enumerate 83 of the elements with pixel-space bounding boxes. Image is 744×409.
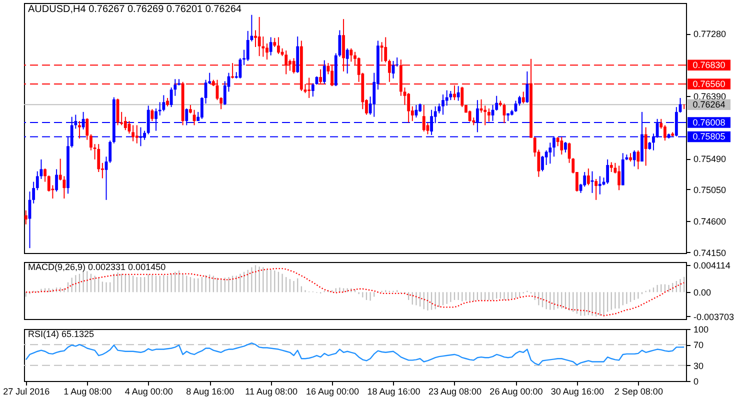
- y-tick-label: 0.75490: [694, 154, 726, 164]
- candlestick: [97, 144, 100, 172]
- candlestick: [644, 126, 648, 166]
- candlestick: [132, 124, 135, 142]
- ref-line-label: 0.76830: [692, 60, 726, 70]
- chart-title: RSI(14) 65.1325: [28, 329, 94, 339]
- candlestick: [24, 210, 28, 225]
- candlestick: [124, 116, 127, 131]
- candlestick: [407, 92, 410, 123]
- candlestick: [32, 181, 36, 204]
- candlestick: [618, 165, 620, 191]
- ref-line-label: 0.76560: [692, 79, 726, 90]
- candlestick: [258, 16, 261, 57]
- candlestick: [86, 118, 89, 140]
- candlestick: [55, 168, 58, 192]
- candlestick: [526, 70, 529, 104]
- candlestick: [442, 94, 444, 116]
- y-tick-label: 0.76390: [694, 91, 726, 102]
- x-tick-label: 1 Aug 08:00: [64, 386, 112, 396]
- candlestick: [598, 176, 602, 195]
- candlestick: [384, 36, 388, 63]
- candlestick: [632, 150, 636, 167]
- x-tick-label: 16 Aug 00:00: [306, 386, 360, 396]
- y-tick-label: 0.00: [694, 288, 712, 298]
- x-tick-label: 26 Aug 00:00: [490, 386, 543, 396]
- ref-line-label: 0.76264: [692, 100, 726, 110]
- y-tick-label: 0.77280: [694, 29, 726, 40]
- y-tick-label: 70: [694, 340, 704, 350]
- candlestick: [548, 142, 552, 164]
- y-tick-label: 30: [694, 360, 704, 371]
- candlestick: [350, 48, 353, 62]
- x-tick-label: 4 Aug 00:00: [124, 386, 173, 396]
- ref-line-label: 0.76008: [692, 118, 726, 128]
- chart-title: MACD(9,26,9) 0.002331 0.001450: [28, 262, 166, 272]
- candlestick: [78, 120, 81, 139]
- x-tick-label: 2 Sep 08:00: [614, 386, 663, 396]
- candlestick: [560, 136, 564, 156]
- candlestick: [44, 168, 46, 182]
- candlestick: [200, 96, 204, 120]
- candlestick: [610, 162, 613, 172]
- candlestick: [254, 30, 257, 48]
- line-series: [25, 342, 685, 366]
- candlestick: [564, 141, 567, 153]
- candlestick: [266, 43, 268, 60]
- y-tick-label: 0.74150: [694, 248, 726, 258]
- y-tick-label: 0: [694, 376, 699, 386]
- y-tick-label: -0.003703: [694, 312, 734, 322]
- candlestick: [518, 95, 521, 106]
- x-tick-label: 30 Aug 16:00: [550, 386, 604, 396]
- candlestick: [346, 48, 349, 74]
- candlestick: [456, 86, 460, 102]
- candlestick: [162, 94, 166, 112]
- candlestick: [422, 104, 426, 132]
- candlestick: [522, 91, 525, 104]
- candlestick: [606, 158, 610, 184]
- y-tick-label: 0.74600: [694, 216, 726, 226]
- candlestick: [90, 134, 92, 151]
- x-tick-label: 23 Aug 08:00: [428, 386, 482, 396]
- y-tick-label: 0.75050: [694, 184, 726, 195]
- candlestick: [311, 82, 314, 98]
- x-tick-label: 18 Aug 16:00: [367, 386, 420, 396]
- x-tick-label: 27 Jul 2016: [3, 386, 50, 396]
- x-tick-label: 11 Aug 08:00: [245, 386, 298, 396]
- chart-title: AUDUSD,H4 0.76267 0.76269 0.76201 0.76264: [28, 4, 242, 15]
- y-tick-label: 100: [694, 324, 709, 334]
- candlestick: [322, 60, 326, 85]
- candlestick: [586, 168, 590, 186]
- candlestick: [487, 108, 490, 122]
- x-tick-label: 8 Aug 16:00: [186, 386, 234, 396]
- candlestick: [594, 178, 598, 200]
- candlestick: [150, 108, 154, 122]
- candlestick: [277, 36, 280, 54]
- candlestick: [636, 150, 640, 170]
- candlestick: [273, 37, 276, 48]
- candlestick: [541, 155, 544, 172]
- candlestick: [238, 58, 242, 79]
- candlestick: [445, 90, 448, 106]
- ref-line-label: 0.75805: [692, 132, 726, 142]
- candlestick: [664, 124, 666, 142]
- y-tick-label: 0.004114: [694, 260, 730, 271]
- candlestick: [590, 170, 594, 194]
- candlestick: [135, 124, 138, 144]
- candlestick: [269, 36, 272, 56]
